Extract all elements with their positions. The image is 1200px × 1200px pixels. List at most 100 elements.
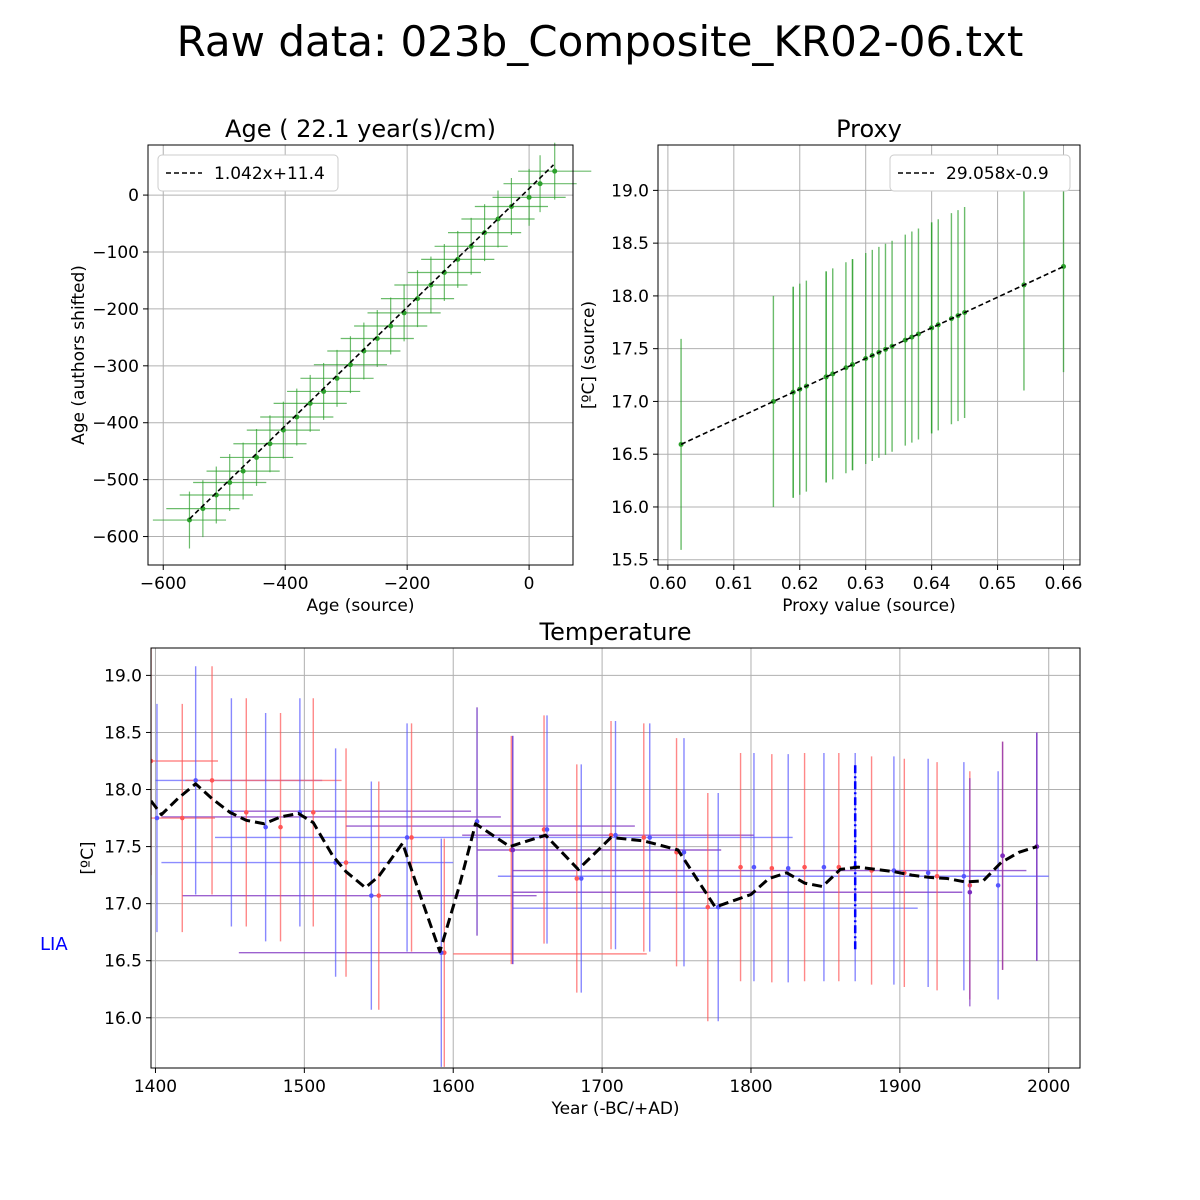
age-point bbox=[468, 243, 474, 249]
red-series-point bbox=[278, 824, 283, 830]
blue-series-point bbox=[369, 893, 374, 898]
age-point bbox=[307, 400, 313, 406]
panel-title: Age ( 22.1 year(s)/cm) bbox=[225, 115, 496, 143]
panel-title: Temperature bbox=[538, 618, 691, 646]
red-series-point bbox=[409, 835, 414, 840]
blue-series-point bbox=[821, 864, 827, 870]
red-series-point bbox=[705, 904, 711, 910]
age-point bbox=[526, 194, 532, 200]
temperature-panel: 1400 1500 1600 1700 1800 1900 2000 16.0 16.5 17.0… bbox=[78, 618, 1081, 1119]
proxy-panel: 0.60 0.61 0.62 0.63 0.64 0.65 0.66 15.5 16.0 16.5… bbox=[579, 115, 1082, 616]
legend-box bbox=[889, 154, 1071, 192]
red-series-point bbox=[343, 860, 349, 865]
age-point bbox=[537, 181, 543, 187]
age-point bbox=[388, 323, 394, 329]
blue-series-point bbox=[404, 835, 410, 840]
x-tick-label: 0.62 bbox=[781, 574, 819, 594]
age-point bbox=[267, 441, 273, 447]
y-tick-label: 18.5 bbox=[611, 234, 649, 254]
blue-series-point bbox=[578, 876, 584, 881]
age-point bbox=[240, 468, 246, 474]
x-tick-label: 0.66 bbox=[1045, 574, 1083, 594]
blue-series-point bbox=[995, 883, 1001, 888]
blue-series-point bbox=[681, 849, 687, 855]
blue-series-point bbox=[925, 870, 931, 876]
y-tick-label: 17.0 bbox=[611, 392, 649, 412]
x-tick-label: 0.63 bbox=[847, 574, 885, 594]
figure-title: Raw data: 023b_Composite_KR02-06.txt bbox=[177, 17, 1024, 66]
x-axis-label: Proxy value (source) bbox=[782, 596, 956, 616]
red-series-point bbox=[310, 810, 316, 815]
blue-series-point bbox=[193, 778, 198, 783]
axes-frame bbox=[150, 647, 1081, 1069]
x-tick-label: 1700 bbox=[580, 1077, 623, 1097]
blue-series-point bbox=[785, 865, 791, 871]
y-tick-label: 16.0 bbox=[611, 498, 649, 518]
purple-series-point bbox=[1000, 853, 1005, 859]
age-point bbox=[455, 256, 461, 262]
blue-series-point bbox=[751, 864, 757, 870]
y-tick-label: 15.5 bbox=[611, 551, 649, 571]
x-tick-label: 0.64 bbox=[913, 574, 951, 594]
legend-label: 1.042x+11.4 bbox=[214, 164, 325, 184]
age-point bbox=[415, 296, 421, 302]
x-tick-label: 0.61 bbox=[715, 574, 753, 594]
x-tick-label: 0 bbox=[524, 574, 535, 594]
red-series-point bbox=[738, 864, 743, 870]
blue-series-point bbox=[544, 827, 550, 832]
purple-series-point bbox=[967, 889, 973, 895]
temperature-plot-area bbox=[151, 648, 1049, 1067]
x-tick-label: −600 bbox=[140, 574, 187, 594]
y-tick-label: 19.0 bbox=[104, 666, 142, 686]
x-axis-label: Age (source) bbox=[306, 596, 414, 616]
y-tick-label: −200 bbox=[92, 300, 139, 320]
y-tick-label: 17.5 bbox=[104, 838, 142, 858]
y-axis-label: [ºC] bbox=[78, 841, 98, 874]
red-series-point bbox=[934, 873, 940, 879]
legend-box bbox=[157, 154, 339, 192]
y-tick-label: −400 bbox=[92, 414, 139, 434]
red-series-point bbox=[151, 758, 154, 764]
y-tick-label: 18.0 bbox=[611, 287, 649, 307]
age-panel: −600 −400 −200 0 −600 −500 −400 −300 −200 −100 0 Ag… bbox=[69, 115, 592, 616]
y-tick-label: −100 bbox=[92, 243, 139, 263]
y-tick-label: 17.0 bbox=[104, 895, 142, 915]
x-tick-label: 1400 bbox=[134, 1077, 177, 1097]
red-series-point bbox=[608, 832, 614, 838]
y-axis-label: Age (authors shifted) bbox=[69, 265, 89, 445]
y-tick-label: 18.5 bbox=[104, 723, 142, 743]
x-tick-label: 1500 bbox=[283, 1077, 326, 1097]
age-point bbox=[347, 362, 353, 368]
y-tick-label: −600 bbox=[92, 528, 139, 548]
red-series-point bbox=[376, 893, 382, 898]
x-axis-label: Year (-BC/+AD) bbox=[550, 1099, 679, 1119]
red-series-point bbox=[243, 810, 249, 815]
y-tick-label: 17.5 bbox=[611, 340, 649, 360]
blue-series-point bbox=[647, 835, 653, 840]
proxy-fit-line bbox=[680, 265, 1064, 446]
y-tick-label: 0 bbox=[128, 186, 139, 206]
y-tick-label: −500 bbox=[92, 471, 139, 491]
y-axis-label: [ºC] (source) bbox=[579, 301, 599, 409]
age-fit-line bbox=[188, 164, 555, 520]
y-tick-label: 16.5 bbox=[104, 952, 142, 972]
purple-series-point bbox=[510, 847, 516, 853]
axes-frame bbox=[147, 144, 574, 566]
x-tick-label: 2000 bbox=[1027, 1077, 1070, 1097]
blue-series-point bbox=[263, 824, 268, 830]
x-tick-label: 1800 bbox=[729, 1077, 772, 1097]
y-tick-label: 18.0 bbox=[104, 781, 142, 801]
x-tick-label: −400 bbox=[262, 574, 309, 594]
blue-series-point bbox=[613, 832, 618, 838]
red-series-point bbox=[179, 815, 185, 821]
age-point bbox=[254, 454, 260, 460]
axes-frame bbox=[657, 144, 1081, 566]
x-tick-label: 1900 bbox=[878, 1077, 921, 1097]
temperature-mean-line bbox=[151, 782, 1038, 954]
red-series-point bbox=[574, 876, 580, 881]
panel-title: Proxy bbox=[836, 115, 902, 143]
y-tick-label: 16.5 bbox=[611, 445, 649, 465]
age-point bbox=[552, 168, 558, 174]
blue-series-point bbox=[961, 873, 967, 879]
